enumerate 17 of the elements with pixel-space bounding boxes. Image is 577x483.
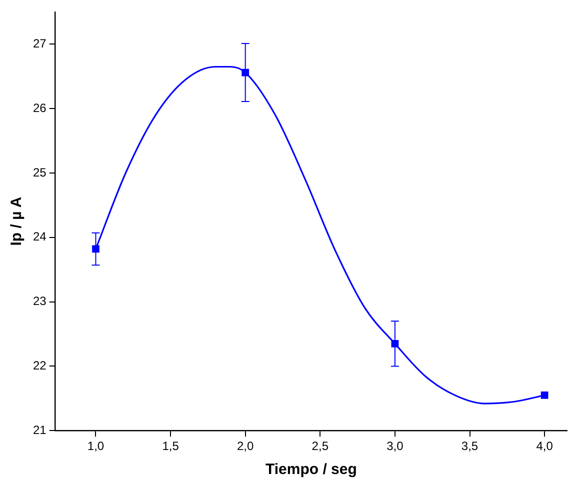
x-tick-label: 2,0 — [237, 439, 254, 454]
point — [540, 392, 548, 399]
y-tick-label: 27 — [32, 36, 47, 51]
x-axis-title: Tiempo / seg — [265, 461, 357, 478]
x-tick-label: 1,5 — [162, 439, 180, 454]
x-tick-label: 4,0 — [536, 439, 554, 454]
y-tick-label: 23 — [32, 294, 47, 308]
x-tick-label: 1,0 — [87, 439, 104, 454]
x-tick-label: 3,5 — [461, 439, 478, 454]
y-tick-label: 25 — [32, 165, 47, 180]
y-tick-label: 21 — [32, 422, 47, 437]
x-tick-label: 3,0 — [386, 439, 404, 454]
x-tick-label: 2,5 — [312, 439, 329, 454]
y-tick-label: 22 — [32, 358, 47, 373]
y-tick-label: 26 — [32, 100, 47, 115]
y-axis-title: Ip / µ A — [8, 196, 26, 246]
y-tick-label: 24 — [32, 230, 47, 244]
